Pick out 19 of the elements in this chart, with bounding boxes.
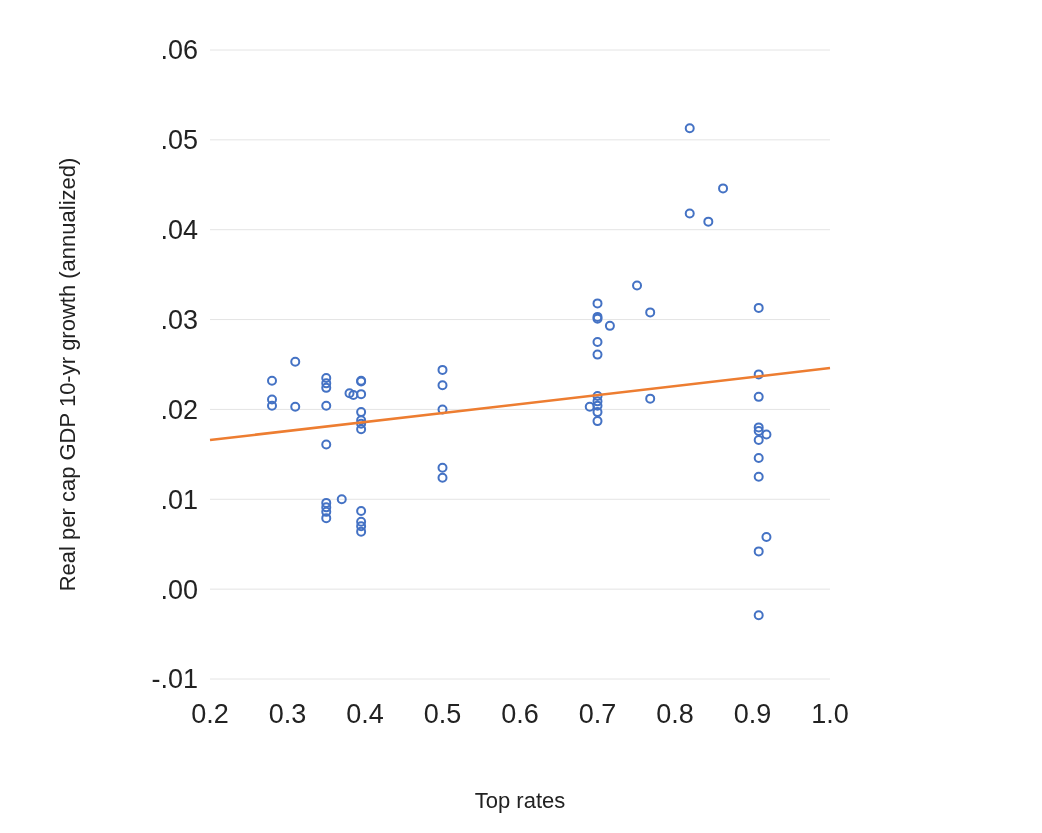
x-axis-title: Top rates: [474, 788, 566, 813]
y-tick-label: .02: [160, 394, 198, 425]
x-tick-label: 1.0: [811, 699, 849, 729]
x-tick-label: 0.2: [191, 699, 229, 729]
y-axis-title: Real per cap GDP 10-yr growth (annualized): [55, 157, 80, 592]
y-tick-label: .05: [160, 125, 198, 156]
x-tick-label: 0.8: [656, 699, 694, 729]
y-tick-label: .06: [160, 35, 198, 66]
y-tick-label: .01: [160, 484, 198, 515]
y-tick-label: -.01: [151, 664, 198, 695]
x-tick-label: 0.6: [501, 699, 539, 729]
y-tick-label: .04: [160, 215, 198, 246]
x-tick-label: 0.7: [578, 699, 617, 729]
y-tick-label: .03: [160, 305, 198, 336]
y-tick-label: .00: [160, 574, 198, 605]
x-tick-label: 0.9: [733, 699, 772, 729]
x-tick-label: 0.5: [423, 699, 462, 729]
x-tick-label: 0.3: [268, 699, 307, 729]
x-tick-label: 0.4: [346, 699, 384, 729]
